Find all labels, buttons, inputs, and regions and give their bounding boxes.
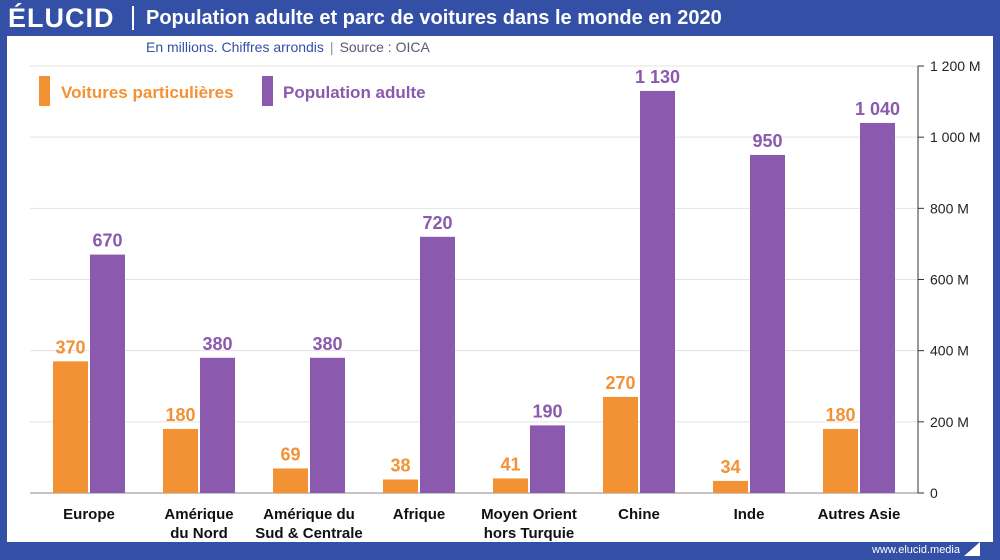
source-text: Source : OICA: [339, 39, 430, 55]
header-bar: ÉLUCID Population adulte et parc de voit…: [0, 0, 1000, 36]
bar-cars: [713, 480, 748, 493]
x-tick-label: Autres Asie: [818, 506, 901, 523]
y-tick-label: 1 200 M: [930, 58, 981, 74]
chart-subtitle: En millions. Chiffres arrondis | Source : …: [146, 38, 430, 56]
footer-logo-icon: [964, 542, 980, 556]
brand-logo[interactable]: ÉLUCID: [8, 3, 115, 33]
bar-population: [200, 357, 235, 493]
bar-cars: [383, 479, 418, 493]
value-label-population: 190: [532, 401, 562, 421]
value-label-cars: 38: [390, 455, 410, 475]
x-axis-labels: Europe Amérique du Nord Amérique du Sud & Ce…: [63, 506, 900, 542]
bar-population: [420, 236, 455, 494]
bar-cars: [603, 396, 638, 493]
y-tick-label: 600 M: [930, 272, 969, 288]
value-label-population: 1 040: [855, 99, 900, 119]
subtitle-separator: |: [329, 39, 334, 55]
x-tick-label: Afrique: [393, 506, 446, 523]
value-labels: 370 670 180 380 69 380 38 720 41 190 270 1 130 34 950…: [55, 67, 900, 477]
y-tick-label: 1 000 M: [930, 129, 981, 145]
bar-cars: [823, 428, 858, 493]
x-tick-label: Amérique: [164, 506, 233, 523]
bar-cars: [273, 468, 308, 493]
value-label-cars: 370: [55, 337, 85, 357]
bar-population: [640, 90, 675, 494]
value-label-cars: 41: [500, 454, 520, 474]
x-tick-label: Moyen Orient: [481, 506, 577, 523]
value-label-cars: 180: [165, 405, 195, 425]
value-label-population: 670: [92, 231, 122, 251]
x-tick-label: Inde: [734, 506, 765, 523]
bar-population: [310, 357, 345, 493]
legend: Voitures particulières Population adulte: [39, 76, 426, 106]
bar-population: [750, 154, 785, 494]
value-label-cars: 180: [825, 405, 855, 425]
bars: [53, 90, 895, 494]
x-tick-label: hors Turquie: [484, 525, 575, 542]
header-divider: [132, 6, 134, 30]
bar-population: [90, 254, 125, 493]
value-label-population: 380: [202, 334, 232, 354]
value-label-population: 1 130: [635, 67, 680, 87]
footer-url[interactable]: www.elucid.media: [871, 544, 960, 556]
x-tick-label: Amérique du: [263, 506, 355, 523]
y-tick-label: 400 M: [930, 343, 969, 359]
legend-swatch-cars: [39, 76, 50, 106]
bar-cars: [493, 478, 528, 493]
legend-label-population: Population adulte: [283, 83, 426, 102]
value-label-cars: 69: [280, 444, 300, 464]
chart-title: Population adulte et parc de voitures da…: [146, 7, 722, 29]
subtitle-text: En millions. Chiffres arrondis: [146, 39, 324, 55]
value-label-population: 380: [312, 334, 342, 354]
bar-population: [860, 122, 895, 493]
bar-population: [530, 425, 565, 493]
x-tick-label: du Nord: [170, 525, 228, 542]
value-label-population: 950: [752, 131, 782, 151]
x-tick-label: Europe: [63, 506, 115, 523]
y-axis: 0 200 M 400 M 600 M 800 M 1 000 M 1 200 M: [917, 58, 981, 501]
x-tick-label: Sud & Centrale: [255, 525, 363, 542]
bar-cars: [53, 361, 88, 493]
y-tick-label: 0: [930, 485, 938, 501]
x-tick-label: Chine: [618, 506, 660, 523]
bar-cars: [163, 428, 198, 493]
value-label-cars: 34: [720, 457, 740, 477]
legend-swatch-population: [262, 76, 273, 106]
value-label-cars: 270: [605, 373, 635, 393]
y-tick-label: 200 M: [930, 414, 969, 430]
value-label-population: 720: [422, 213, 452, 233]
y-tick-label: 800 M: [930, 200, 969, 216]
legend-label-cars: Voitures particulières: [61, 83, 234, 102]
